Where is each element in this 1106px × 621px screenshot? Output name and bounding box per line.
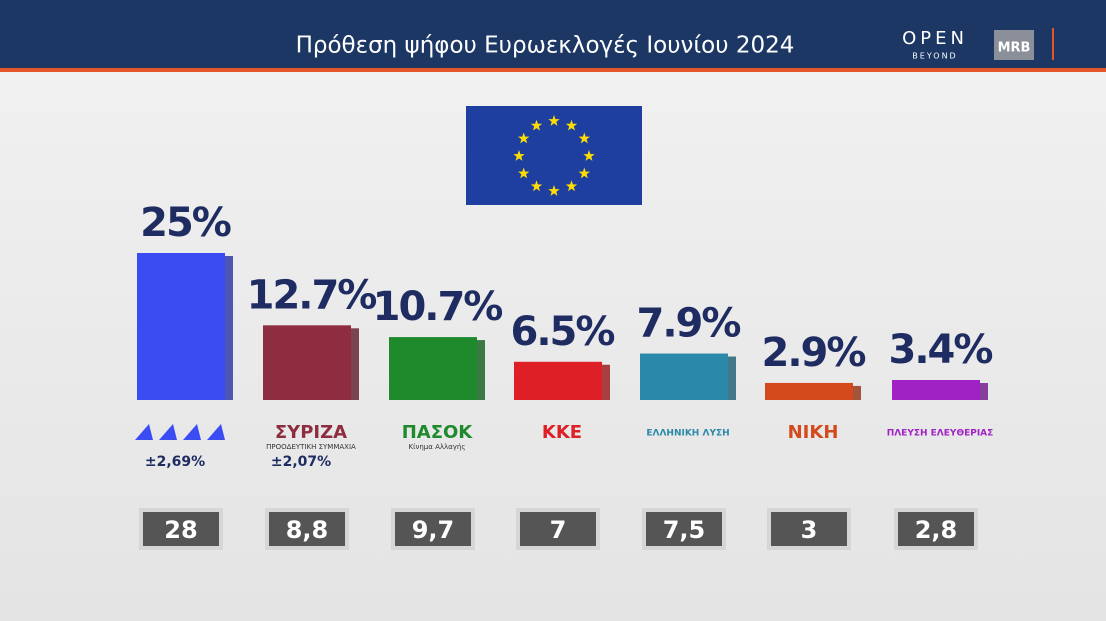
bar-shade xyxy=(351,328,359,400)
party-sublabel: ΠΡΟΟΔΕΥΤΙΚΗ ΣΥΜΜΑΧΙΑ xyxy=(266,443,356,451)
divider xyxy=(1052,28,1054,60)
flag-star xyxy=(518,167,530,179)
flag-star xyxy=(548,115,560,126)
previous-value: 7,5 xyxy=(663,516,706,544)
flag-star xyxy=(565,119,578,131)
bar xyxy=(640,353,728,400)
flag-star xyxy=(513,150,525,161)
header-accent xyxy=(0,68,1106,72)
bar-shade xyxy=(602,364,610,400)
value-label: 25% xyxy=(140,200,231,246)
party-logo xyxy=(135,424,153,440)
party-label: ΠΛΕΥΣΗ ΕΛΕΥΘΕΡΙΑΣ xyxy=(887,429,994,439)
previous-box xyxy=(395,512,471,546)
bar-shade xyxy=(477,340,485,400)
brand: OPEN xyxy=(902,28,968,49)
value-label: 7.9% xyxy=(637,301,741,347)
previous-box xyxy=(771,512,847,546)
pollster-box xyxy=(994,30,1034,60)
previous-value: 2,8 xyxy=(915,516,958,544)
previous-value: 9,7 xyxy=(412,516,455,544)
party-label: ΠΑΣΟΚ xyxy=(402,422,474,443)
bar xyxy=(137,253,225,400)
party-label: ΚΚΕ xyxy=(542,422,582,443)
bar-side xyxy=(225,256,233,400)
bar-side xyxy=(351,328,359,400)
party-label: ΣΥΡΙΖΑ xyxy=(275,422,347,443)
value-label: 6.5% xyxy=(511,309,615,355)
pollster: MRB xyxy=(998,41,1031,56)
eu-flag xyxy=(466,106,642,205)
bar-shade xyxy=(853,385,861,400)
previous-box xyxy=(269,512,345,546)
flag-star xyxy=(578,167,590,179)
party-sublabel: Κίνημα Αλλαγής xyxy=(409,443,466,451)
margin-label: ±2,07% xyxy=(271,454,331,470)
bar xyxy=(389,337,477,400)
bar-side xyxy=(477,340,485,400)
bar-side xyxy=(602,364,610,400)
previous-value: 3 xyxy=(801,516,818,544)
flag-star xyxy=(548,185,560,196)
bar-side xyxy=(853,385,861,400)
value-label: 3.4% xyxy=(889,327,993,373)
bar xyxy=(514,361,602,400)
previous-value: 8,8 xyxy=(286,516,329,544)
flag-star xyxy=(530,180,543,192)
brand-sub: BEYOND xyxy=(912,52,957,61)
value-label: 12.7% xyxy=(247,272,377,318)
previous-value: 28 xyxy=(164,516,197,544)
flag-star xyxy=(578,132,590,144)
bar-shade xyxy=(980,383,988,400)
value-label: 10.7% xyxy=(373,284,503,330)
previous-box xyxy=(646,512,722,546)
previous-value: 7 xyxy=(550,516,567,544)
bar-shade xyxy=(728,356,736,400)
previous-box xyxy=(898,512,974,546)
bar xyxy=(892,380,980,400)
bar-side xyxy=(980,383,988,400)
party-label: ΕΛΛΗΝΙΚΗ ΛΥΣΗ xyxy=(646,429,729,439)
value-label: 2.9% xyxy=(762,330,866,376)
previous-box xyxy=(143,512,219,546)
party-logo xyxy=(183,424,201,440)
previous-box xyxy=(520,512,596,546)
flag-star xyxy=(565,180,578,192)
party-logo xyxy=(159,424,177,440)
flag-star xyxy=(530,119,543,131)
party-logo xyxy=(207,424,225,440)
margin-label: ±2,69% xyxy=(145,454,205,470)
bar xyxy=(263,325,351,400)
flag-star xyxy=(583,150,595,161)
title: Πρόθεση ψήφου Ευρωεκλογές Ιουνίου 2024 xyxy=(296,33,795,59)
party-label: ΝΙΚΗ xyxy=(788,422,839,443)
header-band xyxy=(0,0,1106,68)
bar-side xyxy=(728,356,736,400)
bar-shade xyxy=(225,256,233,400)
flag-star xyxy=(518,132,530,144)
flag-stars xyxy=(513,115,595,196)
bar xyxy=(765,382,853,400)
